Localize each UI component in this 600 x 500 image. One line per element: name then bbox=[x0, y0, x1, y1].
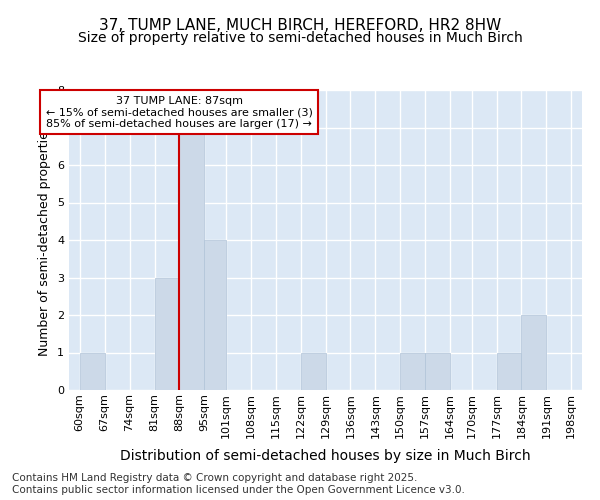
Bar bbox=[179, 128, 205, 390]
Bar bbox=[80, 352, 104, 390]
Text: Contains HM Land Registry data © Crown copyright and database right 2025.
Contai: Contains HM Land Registry data © Crown c… bbox=[12, 474, 465, 495]
Bar bbox=[497, 352, 521, 390]
Bar bbox=[301, 352, 325, 390]
Text: 37, TUMP LANE, MUCH BIRCH, HEREFORD, HR2 8HW: 37, TUMP LANE, MUCH BIRCH, HEREFORD, HR2… bbox=[99, 18, 501, 32]
Y-axis label: Number of semi-detached properties: Number of semi-detached properties bbox=[38, 124, 52, 356]
X-axis label: Distribution of semi-detached houses by size in Much Birch: Distribution of semi-detached houses by … bbox=[120, 449, 531, 463]
Text: Size of property relative to semi-detached houses in Much Birch: Size of property relative to semi-detach… bbox=[77, 31, 523, 45]
Text: 37 TUMP LANE: 87sqm
← 15% of semi-detached houses are smaller (3)
85% of semi-de: 37 TUMP LANE: 87sqm ← 15% of semi-detach… bbox=[46, 96, 313, 129]
Bar bbox=[155, 278, 179, 390]
Bar bbox=[205, 240, 226, 390]
Bar bbox=[521, 315, 547, 390]
Bar bbox=[400, 352, 425, 390]
Bar bbox=[425, 352, 450, 390]
